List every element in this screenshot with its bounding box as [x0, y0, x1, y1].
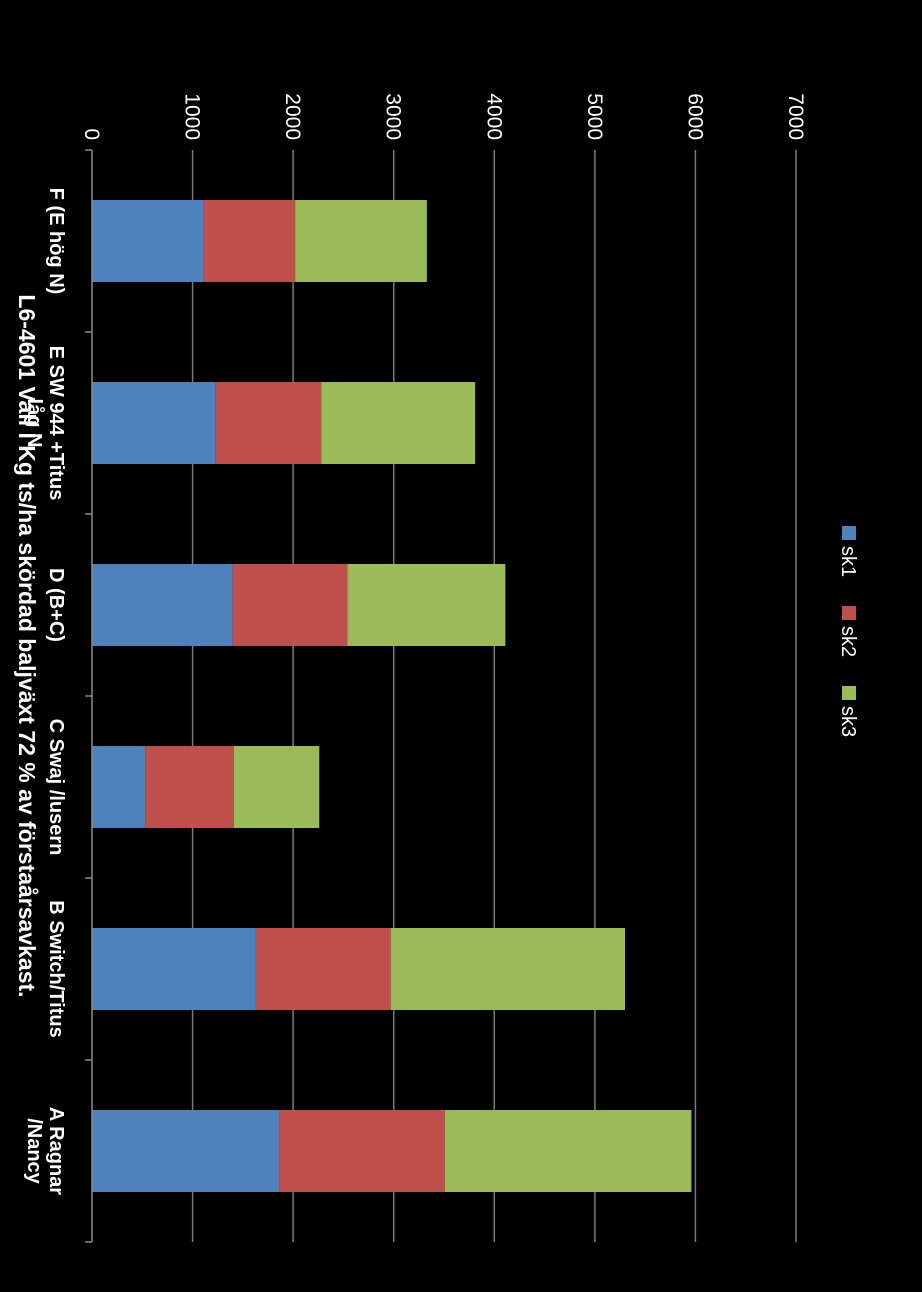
bar-sk3-3: [233, 746, 320, 828]
y-tick-label: 5000: [583, 93, 606, 140]
bar-sk2-1: [279, 1110, 446, 1192]
category-label-4: D (B+C): [45, 568, 67, 642]
bar-sk3-5: [321, 382, 476, 464]
bars: [91, 200, 692, 1192]
legend-swatch-sk2: [842, 606, 856, 620]
category-label-2: B Switch/Titus: [45, 900, 67, 1037]
bar-sk2-5: [215, 382, 322, 464]
legend-swatch-sk1: [842, 526, 856, 540]
category-label-5: E SW 944 +Tituslåg N: [23, 346, 67, 501]
y-tick-label: 6000: [683, 93, 706, 140]
legend-label-sk1: sk1: [837, 546, 859, 577]
bar-sk1-3: [92, 746, 146, 828]
bar-sk1-6: [91, 200, 204, 282]
y-tick-label: 7000: [784, 93, 807, 140]
y-tick-label: 1000: [181, 93, 204, 140]
bar-sk3-4: [347, 564, 506, 646]
legend-label-sk3: sk3: [837, 706, 859, 737]
y-tick-label: 4000: [482, 93, 505, 140]
y-axis-tick-labels: 0 1000 2000 3000 4000 5000 6000 7000: [80, 93, 807, 140]
bar-sk3-6: [295, 200, 427, 282]
y-tick-label: 3000: [382, 93, 405, 140]
category-label-6: F (E hög N): [45, 188, 67, 295]
bar-sk2-6: [203, 200, 296, 282]
legend: sk1 sk2 sk3: [837, 526, 859, 737]
axes: [85, 149, 93, 1243]
bar-sk2-3: [145, 746, 234, 828]
chart-title: L6-4601 Vall I Kg ts/ha skördad baljväxt…: [14, 294, 40, 997]
category-label-1: A Ragnar/Nancy: [23, 1107, 67, 1195]
bar-sk1-4: [91, 564, 233, 646]
bar-sk3-2: [390, 928, 626, 1010]
bar-sk1-5: [92, 382, 216, 464]
bar-sk2-4: [232, 564, 348, 646]
bar-sk1-1: [92, 1110, 280, 1192]
bar-sk2-2: [255, 928, 391, 1010]
category-label-3: C Swaj /lusern: [45, 719, 67, 856]
y-tick-label: 0: [80, 128, 103, 140]
bar-sk3-1: [445, 1110, 692, 1192]
y-tick-label: 2000: [281, 93, 304, 140]
bar-sk1-2: [92, 928, 256, 1010]
gridlines: [191, 150, 797, 1242]
legend-label-sk2: sk2: [837, 626, 859, 657]
legend-swatch-sk3: [842, 686, 856, 700]
category-labels: A Ragnar/Nancy B Switch/Titus C Swaj /luse…: [23, 188, 67, 1196]
